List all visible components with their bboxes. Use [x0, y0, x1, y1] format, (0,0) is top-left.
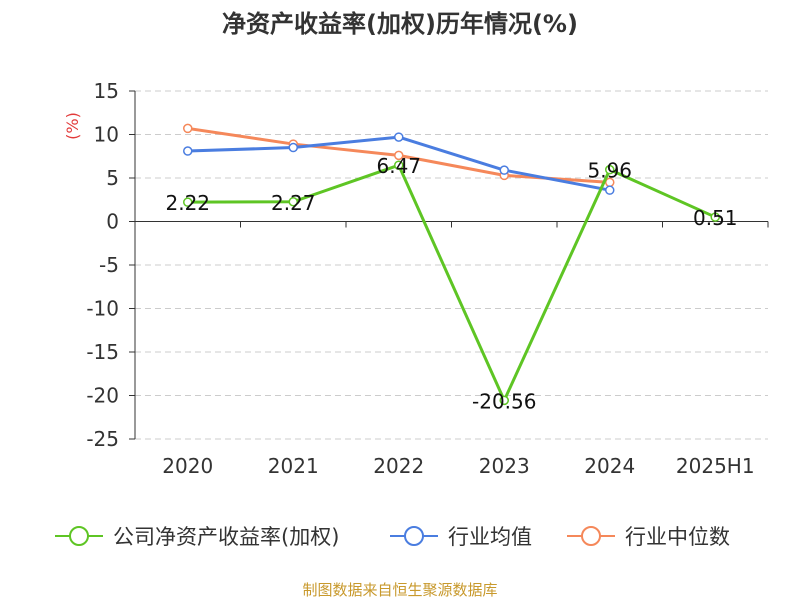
- data-point: [605, 185, 615, 195]
- y-tick-label: 15: [94, 79, 119, 103]
- source-note: 制图数据来自恒生聚源数据库: [302, 581, 498, 599]
- chart-title: 净资产收益率(加权)历年情况(%): [222, 10, 578, 38]
- legend-label: 行业中位数: [625, 525, 730, 549]
- data-point: [710, 212, 720, 222]
- legend-item[interactable]: 行业中位数: [567, 525, 730, 549]
- y-tick-label: 10: [94, 123, 119, 147]
- legend-label: 公司净资产收益率(加权): [113, 525, 339, 549]
- x-tick-label: 2024: [584, 454, 635, 478]
- y-tick-label: 0: [106, 210, 119, 234]
- legend-marker: [404, 526, 424, 546]
- x-tick-label: 2020: [162, 454, 213, 478]
- y-tick-label: -20: [86, 384, 119, 408]
- data-label: 6.47: [376, 154, 421, 178]
- y-tick-label: -15: [86, 340, 119, 364]
- x-tick-label: 2021: [268, 454, 319, 478]
- data-labels: 2.22 2.27 6.47 -20.56 5.96 0.51: [165, 154, 737, 413]
- data-point: [499, 395, 509, 406]
- data-point: [183, 146, 193, 156]
- y-axis-label: (%): [63, 112, 82, 140]
- axes: 15 10 5 0 -5 -10 -15 -20 -25 2020 2021 2022 2023 2024…: [63, 79, 769, 478]
- data-point: [183, 123, 193, 134]
- y-tick-label: -10: [86, 297, 119, 321]
- x-tick-label: 2025H1: [676, 454, 755, 478]
- data-label: 0.51: [693, 206, 738, 230]
- data-point: [183, 197, 193, 207]
- data-point: [394, 150, 404, 161]
- data-point: [499, 165, 509, 175]
- data-point: [394, 132, 404, 142]
- data-label: -20.56: [472, 389, 536, 413]
- legend-marker: [69, 526, 89, 546]
- data-point: [288, 142, 298, 153]
- series-lines: [183, 123, 720, 406]
- data-point: [605, 164, 615, 175]
- series-line: [187, 163, 716, 402]
- data-point: [394, 160, 404, 170]
- x-tick-label: 2022: [373, 454, 424, 478]
- data-point: [288, 197, 298, 207]
- y-tick-label: 5: [106, 166, 119, 190]
- data-label: 2.22: [165, 191, 210, 215]
- legend[interactable]: 公司净资产收益率(加权) 行业均值 行业中位数: [55, 525, 730, 549]
- y-tick-label: -25: [86, 427, 119, 451]
- data-label: 5.96: [587, 159, 632, 183]
- x-tick-label: 2023: [479, 454, 530, 478]
- legend-item[interactable]: 公司净资产收益率(加权): [55, 525, 339, 549]
- grid-lines: [135, 90, 768, 440]
- legend-item[interactable]: 行业均值: [390, 525, 532, 549]
- legend-marker: [581, 526, 601, 546]
- y-tick-label: -5: [99, 253, 119, 277]
- legend-label: 行业均值: [448, 525, 532, 549]
- data-label: 2.27: [271, 191, 316, 215]
